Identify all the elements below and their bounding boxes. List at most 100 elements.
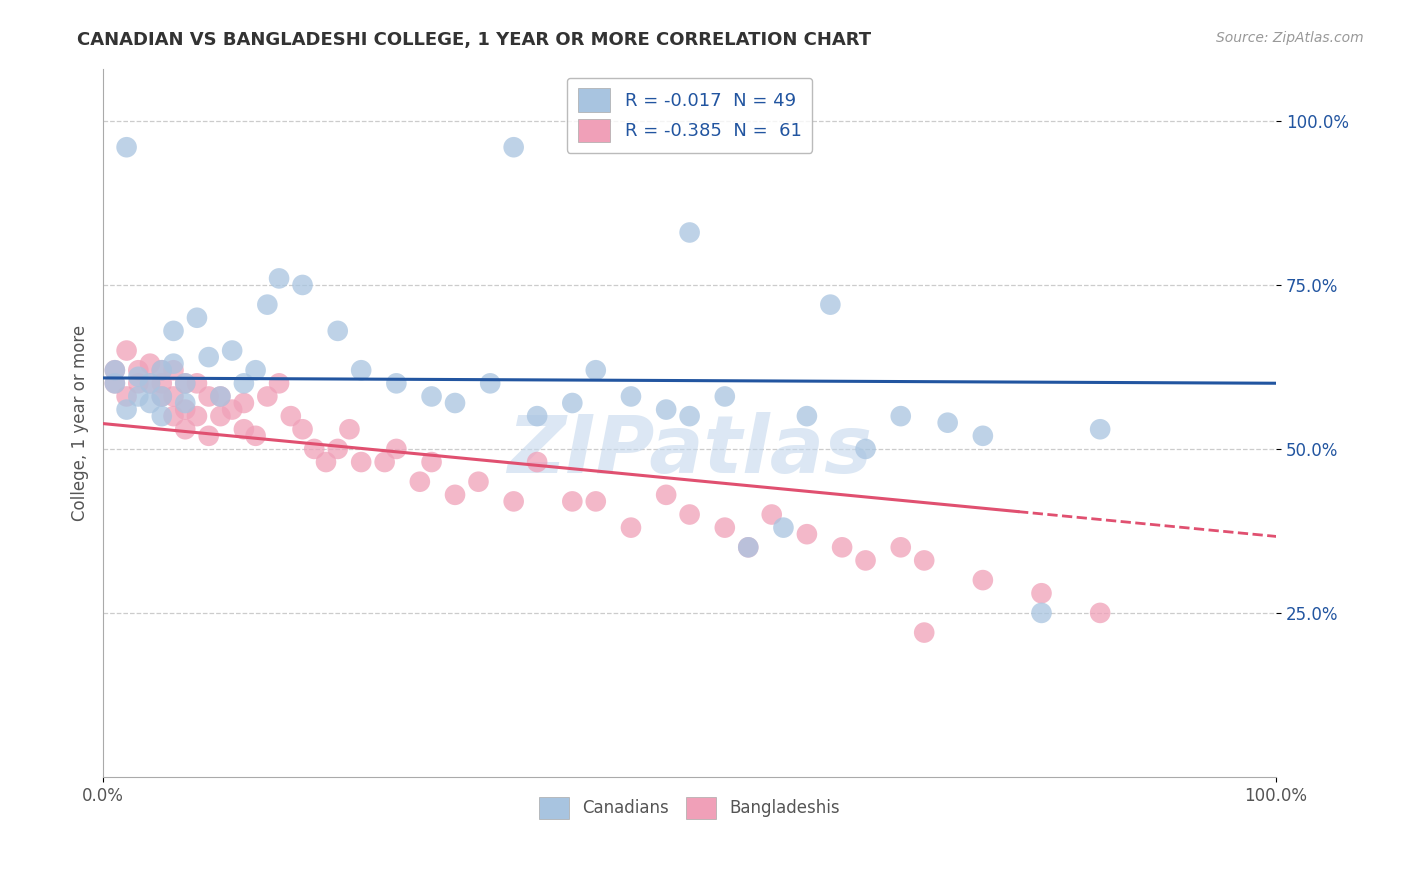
Point	[245, 429, 267, 443]
Point	[585, 363, 607, 377]
Point	[174, 376, 197, 391]
Point	[280, 409, 302, 424]
Point	[561, 494, 583, 508]
Point	[796, 527, 818, 541]
Point	[139, 376, 162, 391]
Point	[585, 494, 607, 508]
Point	[162, 389, 184, 403]
Point	[678, 409, 700, 424]
Point	[209, 389, 232, 403]
Point	[150, 363, 173, 377]
Point	[256, 389, 278, 403]
Point	[772, 521, 794, 535]
Point	[972, 573, 994, 587]
Point	[186, 409, 208, 424]
Point	[127, 376, 149, 391]
Point	[186, 376, 208, 391]
Text: CANADIAN VS BANGLADESHI COLLEGE, 1 YEAR OR MORE CORRELATION CHART: CANADIAN VS BANGLADESHI COLLEGE, 1 YEAR …	[77, 31, 872, 49]
Point	[162, 363, 184, 377]
Point	[150, 389, 173, 403]
Point	[1088, 422, 1111, 436]
Point	[502, 140, 524, 154]
Legend: Canadians, Bangladeshis: Canadians, Bangladeshis	[533, 790, 846, 825]
Text: ZIPatlas: ZIPatlas	[508, 412, 872, 490]
Point	[820, 298, 842, 312]
Point	[912, 553, 935, 567]
Point	[796, 409, 818, 424]
Point	[420, 455, 443, 469]
Point	[209, 409, 232, 424]
Point	[1088, 606, 1111, 620]
Point	[1031, 606, 1053, 620]
Point	[115, 389, 138, 403]
Point	[526, 455, 548, 469]
Point	[115, 140, 138, 154]
Point	[232, 396, 254, 410]
Point	[304, 442, 326, 456]
Point	[221, 343, 243, 358]
Point	[162, 324, 184, 338]
Point	[339, 422, 361, 436]
Point	[831, 541, 853, 555]
Point	[150, 363, 173, 377]
Point	[162, 409, 184, 424]
Point	[174, 376, 197, 391]
Point	[1031, 586, 1053, 600]
Point	[197, 389, 219, 403]
Point	[139, 376, 162, 391]
Point	[420, 389, 443, 403]
Point	[104, 363, 127, 377]
Point	[678, 508, 700, 522]
Point	[655, 402, 678, 417]
Point	[232, 422, 254, 436]
Point	[174, 396, 197, 410]
Point	[479, 376, 502, 391]
Point	[245, 363, 267, 377]
Point	[561, 396, 583, 410]
Point	[502, 494, 524, 508]
Point	[409, 475, 432, 489]
Point	[855, 553, 877, 567]
Point	[174, 402, 197, 417]
Point	[890, 541, 912, 555]
Point	[104, 363, 127, 377]
Point	[291, 422, 314, 436]
Point	[139, 396, 162, 410]
Point	[115, 343, 138, 358]
Point	[737, 541, 759, 555]
Point	[232, 376, 254, 391]
Point	[444, 488, 467, 502]
Point	[267, 376, 290, 391]
Point	[174, 422, 197, 436]
Point	[150, 409, 173, 424]
Point	[737, 541, 759, 555]
Point	[385, 442, 408, 456]
Point	[761, 508, 783, 522]
Point	[444, 396, 467, 410]
Point	[620, 389, 643, 403]
Point	[526, 409, 548, 424]
Point	[104, 376, 127, 391]
Text: Source: ZipAtlas.com: Source: ZipAtlas.com	[1216, 31, 1364, 45]
Point	[350, 363, 373, 377]
Point	[104, 376, 127, 391]
Point	[150, 389, 173, 403]
Point	[127, 389, 149, 403]
Point	[291, 277, 314, 292]
Point	[256, 298, 278, 312]
Point	[374, 455, 396, 469]
Point	[385, 376, 408, 391]
Point	[620, 521, 643, 535]
Point	[150, 376, 173, 391]
Point	[714, 389, 737, 403]
Point	[972, 429, 994, 443]
Point	[350, 455, 373, 469]
Point	[197, 350, 219, 364]
Point	[115, 402, 138, 417]
Point	[326, 324, 349, 338]
Point	[221, 402, 243, 417]
Point	[912, 625, 935, 640]
Point	[714, 521, 737, 535]
Point	[315, 455, 337, 469]
Point	[267, 271, 290, 285]
